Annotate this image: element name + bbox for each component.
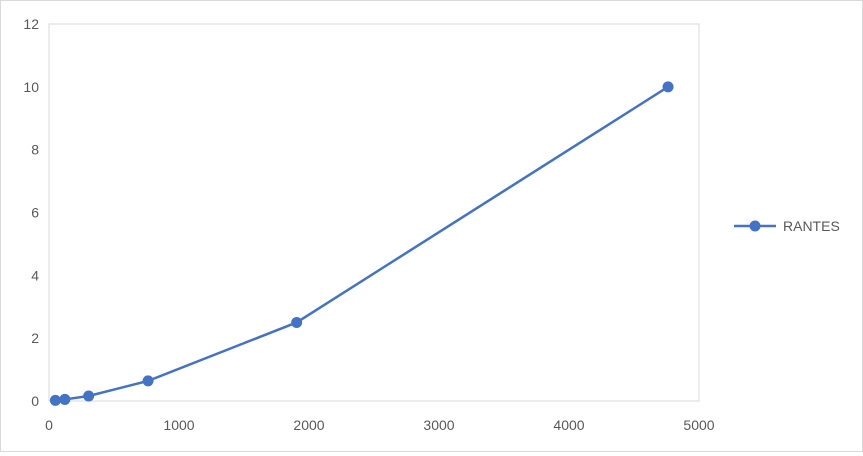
data-point (59, 393, 71, 405)
y-tick-label: 12 (23, 16, 39, 32)
data-point (291, 316, 303, 328)
y-tick-label: 0 (31, 393, 39, 409)
legend-marker (749, 220, 761, 232)
y-tick-label: 6 (31, 205, 39, 221)
series-line (55, 85, 669, 402)
y-tick-label: 4 (31, 267, 39, 283)
y-tick-label: 8 (31, 142, 39, 158)
y-tick-label: 2 (31, 330, 39, 346)
data-point (142, 375, 154, 387)
x-tick-label: 5000 (683, 417, 714, 433)
legend-label: RANTES (783, 218, 840, 234)
legend: RANTES (734, 218, 840, 234)
data-point (83, 390, 95, 402)
x-tick-label: 0 (45, 417, 53, 433)
y-tick-label: 10 (23, 79, 39, 95)
data-point (662, 81, 674, 93)
plot-area (48, 23, 700, 402)
x-tick-label: 2000 (293, 417, 324, 433)
x-tick-label: 3000 (423, 417, 454, 433)
x-tick-label: 1000 (163, 417, 194, 433)
data-point (49, 394, 61, 406)
x-tick-label: 4000 (553, 417, 584, 433)
